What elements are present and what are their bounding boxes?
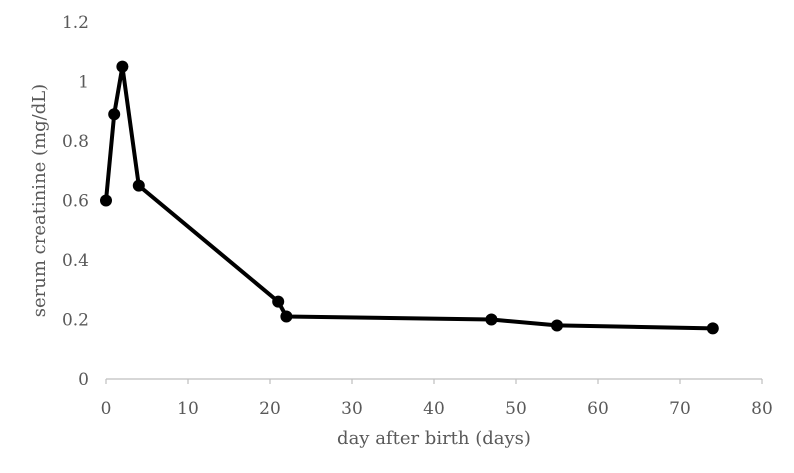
x-tick-label: 50 — [505, 399, 527, 419]
data-point — [272, 295, 285, 308]
data-point — [108, 108, 121, 121]
series-line — [104, 64, 715, 331]
y-tick-label: 0.8 — [62, 132, 89, 152]
y-axis-title: serum creatinine (mg/dL) — [29, 84, 50, 317]
x-tick-label: 60 — [587, 399, 609, 419]
x-axis: 0 10 20 30 40 50 60 70 80 — [101, 379, 773, 419]
x-tick-label: 30 — [341, 399, 363, 419]
x-tick-label: 80 — [751, 399, 773, 419]
data-point — [485, 313, 498, 326]
data-point — [132, 179, 145, 192]
data-point — [100, 194, 112, 207]
data-point — [116, 60, 129, 73]
data-point — [706, 322, 719, 335]
y-tick-label: 1 — [78, 73, 89, 93]
x-tick-label: 0 — [101, 399, 112, 419]
x-tick-label: 20 — [259, 399, 281, 419]
y-axis: 0 0.2 0.4 0.6 0.8 1 1.2 — [62, 13, 89, 390]
data-point — [280, 310, 293, 323]
series-group — [100, 60, 719, 335]
x-axis-title: day after birth (days) — [337, 428, 531, 449]
y-tick-label: 0.2 — [62, 311, 89, 331]
y-tick-label: 0.6 — [62, 192, 89, 212]
x-tick-label: 70 — [669, 399, 691, 419]
y-tick-label: 0 — [78, 370, 89, 390]
x-tick-label: 40 — [423, 399, 445, 419]
x-tick-label: 10 — [177, 399, 199, 419]
y-tick-label: 1.2 — [62, 13, 89, 33]
data-point — [551, 319, 563, 332]
y-tick-label: 0.4 — [62, 251, 89, 271]
